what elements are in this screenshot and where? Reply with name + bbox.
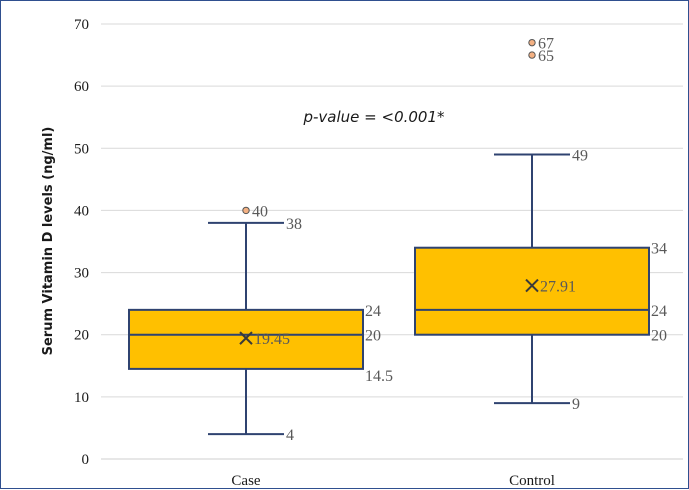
gridlines [101, 23, 683, 460]
mean-marker [525, 278, 539, 293]
mean-label: 27.91 [540, 279, 576, 296]
outlier-label: 65 [538, 48, 554, 65]
x-category-label: Case [231, 473, 261, 489]
outlier-point [528, 38, 536, 47]
q1-label: 14.5 [365, 368, 393, 385]
y-tick-label: 0 [82, 452, 90, 468]
y-tick-label: 50 [74, 141, 89, 157]
mean-marker-stroke [239, 331, 253, 345]
min-label: 4 [286, 427, 294, 444]
y-tick-label: 20 [74, 328, 89, 344]
box-case [128, 206, 364, 436]
mean-label: 19.45 [254, 331, 290, 348]
iqr-box [414, 246, 650, 336]
q1-label: 20 [651, 328, 667, 345]
mean-marker-stroke [525, 278, 539, 293]
median-label: 24 [651, 303, 667, 320]
q3-label: 24 [365, 303, 381, 320]
q3-label: 34 [651, 241, 667, 258]
p-value-annotation: p-value = <0.001* [302, 108, 445, 126]
y-tick-label: 10 [74, 390, 89, 406]
y-axis: 0 10 20 30 40 50 60 70 Case Control [74, 17, 555, 489]
outlier-label: 40 [252, 203, 268, 220]
boxes [128, 38, 650, 436]
y-tick-label: 70 [74, 17, 89, 33]
median-label: 20 [365, 328, 381, 345]
y-tick-label: 40 [74, 203, 89, 219]
box-control [414, 38, 650, 405]
max-label: 49 [572, 148, 588, 165]
outlier-point [242, 206, 250, 215]
outlier-point [528, 51, 536, 59]
min-label: 9 [572, 396, 580, 413]
max-label: 38 [286, 216, 302, 233]
outlier-label: 67 [538, 36, 554, 53]
y-tick-label: 60 [74, 79, 89, 95]
y-tick-label: 30 [74, 266, 89, 282]
x-category-label: Control [509, 473, 555, 489]
y-axis-title: Serum Vitamin D levels (ng/ml) [41, 127, 56, 356]
mean-marker [239, 331, 253, 345]
